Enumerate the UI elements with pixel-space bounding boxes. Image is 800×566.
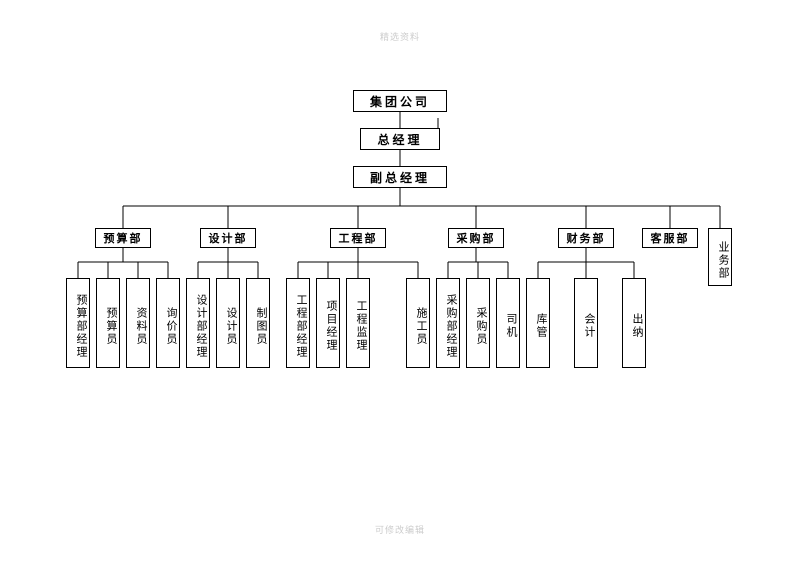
dept-budget: 预算部 — [95, 228, 151, 248]
node-general-manager: 总经理 — [360, 128, 440, 150]
leaf-accountant: 会计 — [574, 278, 598, 368]
dept-service: 客服部 — [642, 228, 698, 248]
leaf-quote-staff: 询价员 — [156, 278, 180, 368]
dept-finance: 财务部 — [558, 228, 614, 248]
leaf-construct: 施工员 — [406, 278, 430, 368]
org-chart: 集团公司 总经理 副总经理 预算部 设计部 工程部 采购部 财务部 客服部 业务… — [0, 0, 800, 566]
leaf-eng-mgr: 工程部经理 — [286, 278, 310, 368]
node-deputy-gm: 副总经理 — [353, 166, 447, 188]
node-group-company: 集团公司 — [353, 90, 447, 112]
dept-design: 设计部 — [200, 228, 256, 248]
connector-lines — [0, 0, 800, 566]
leaf-project-mgr: 项目经理 — [316, 278, 340, 368]
leaf-procure-mgr: 采购部经理 — [436, 278, 460, 368]
leaf-design-mgr: 设计部经理 — [186, 278, 210, 368]
leaf-driver: 司机 — [496, 278, 520, 368]
leaf-drafter: 制图员 — [246, 278, 270, 368]
leaf-supervisor: 工程监理 — [346, 278, 370, 368]
dept-business: 业务部 — [708, 228, 732, 286]
leaf-warehouse: 库管 — [526, 278, 550, 368]
leaf-designer: 设计员 — [216, 278, 240, 368]
leaf-data-staff: 资料员 — [126, 278, 150, 368]
leaf-budget-mgr: 预算部经理 — [66, 278, 90, 368]
dept-eng: 工程部 — [330, 228, 386, 248]
dept-procure: 采购部 — [448, 228, 504, 248]
leaf-cashier: 出纳 — [622, 278, 646, 368]
leaf-purchaser: 采购员 — [466, 278, 490, 368]
leaf-budget-staff: 预算员 — [96, 278, 120, 368]
